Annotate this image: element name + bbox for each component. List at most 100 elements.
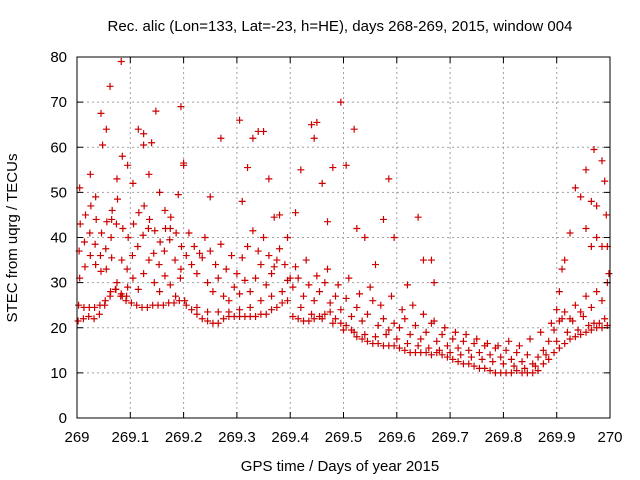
data-point: [80, 238, 88, 246]
data-point: [561, 340, 569, 348]
data-point: [260, 127, 268, 135]
y-tick-label: 70: [50, 94, 67, 111]
x-tick-labels: 269 269.1 269.2 269.3 269.4 269.5 269.6 269.7 26…: [64, 429, 622, 446]
data-point: [118, 152, 126, 160]
data-point: [92, 261, 100, 269]
data-point: [379, 315, 387, 323]
data-point: [571, 333, 579, 341]
data-point: [244, 164, 252, 172]
data-point: [310, 134, 318, 142]
data-point: [337, 306, 345, 314]
data-point: [465, 360, 473, 368]
data-point: [313, 118, 321, 126]
data-point: [324, 265, 332, 273]
data-point: [236, 290, 244, 298]
data-point: [134, 285, 142, 293]
data-point: [449, 355, 457, 363]
data-point: [587, 303, 595, 311]
data-point: [140, 130, 148, 138]
data-point: [99, 141, 107, 149]
data-point: [114, 195, 122, 203]
data-point: [129, 179, 137, 187]
data-point: [593, 288, 601, 296]
data-point: [358, 317, 366, 325]
data-point: [96, 301, 104, 309]
data-point: [185, 229, 193, 237]
data-point: [106, 82, 114, 90]
data-point: [582, 224, 590, 232]
data-point: [324, 218, 332, 226]
data-point: [337, 319, 345, 327]
y-axis-title: STEC from uqrg / TECUs: [4, 154, 21, 323]
data-point: [193, 270, 201, 278]
data-point: [74, 317, 82, 325]
data-point: [236, 116, 244, 124]
data-point: [265, 252, 273, 260]
data-point: [489, 358, 497, 366]
data-point: [180, 161, 188, 169]
data-point: [97, 109, 105, 117]
data-point: [457, 351, 465, 359]
data-point: [160, 247, 168, 255]
data-point: [204, 317, 212, 325]
data-point: [86, 170, 94, 178]
data-point: [475, 349, 483, 357]
data-point: [284, 297, 292, 305]
data-point: [150, 279, 158, 287]
data-point: [473, 335, 481, 343]
data-point: [326, 308, 334, 316]
data-point: [483, 340, 491, 348]
data-point: [217, 134, 225, 142]
data-point: [593, 202, 601, 210]
data-point: [124, 234, 132, 241]
data-point: [102, 265, 110, 273]
data-point: [127, 299, 135, 307]
data-point: [390, 234, 398, 241]
data-point: [390, 319, 398, 327]
x-axis-title: GPS time / Days of year 2015: [241, 458, 439, 475]
data-point: [539, 360, 547, 368]
data-point: [587, 197, 595, 205]
data-point: [96, 252, 104, 260]
data-point: [409, 301, 417, 309]
data-point: [190, 243, 198, 251]
data-point: [326, 299, 334, 307]
data-point: [79, 315, 87, 323]
data-point: [332, 292, 340, 300]
data-point: [598, 297, 606, 305]
x-tick-label: 269.6: [378, 429, 416, 446]
data-point: [481, 364, 489, 372]
data-point: [371, 261, 379, 269]
data-point: [438, 351, 446, 359]
data-point: [571, 184, 579, 192]
data-point: [382, 331, 390, 339]
data-point: [92, 193, 100, 201]
data-point: [513, 367, 521, 375]
data-point: [166, 224, 174, 232]
data-point: [350, 125, 358, 133]
chart-title: Rec. alic (Lon=133, Lat=-23, h=HE), days…: [108, 18, 573, 35]
data-point: [422, 328, 430, 336]
data-point: [101, 297, 109, 305]
data-point: [379, 215, 387, 223]
data-point: [107, 234, 115, 241]
data-point: [390, 342, 398, 350]
data-point: [411, 321, 419, 329]
data-point: [91, 303, 99, 311]
data-point: [305, 317, 313, 325]
data-point: [537, 328, 545, 336]
data-point: [347, 312, 355, 320]
data-point: [177, 103, 185, 111]
data-point: [361, 234, 369, 241]
data-point: [521, 364, 529, 372]
data-point: [140, 270, 148, 278]
data-point: [593, 234, 601, 241]
data-point: [433, 337, 441, 345]
data-point: [220, 292, 228, 300]
data-point: [124, 161, 132, 169]
data-point: [214, 308, 222, 316]
x-tick-label: 269.8: [485, 429, 523, 446]
data-point: [427, 351, 435, 359]
data-point: [414, 213, 422, 221]
data-point: [292, 263, 300, 271]
